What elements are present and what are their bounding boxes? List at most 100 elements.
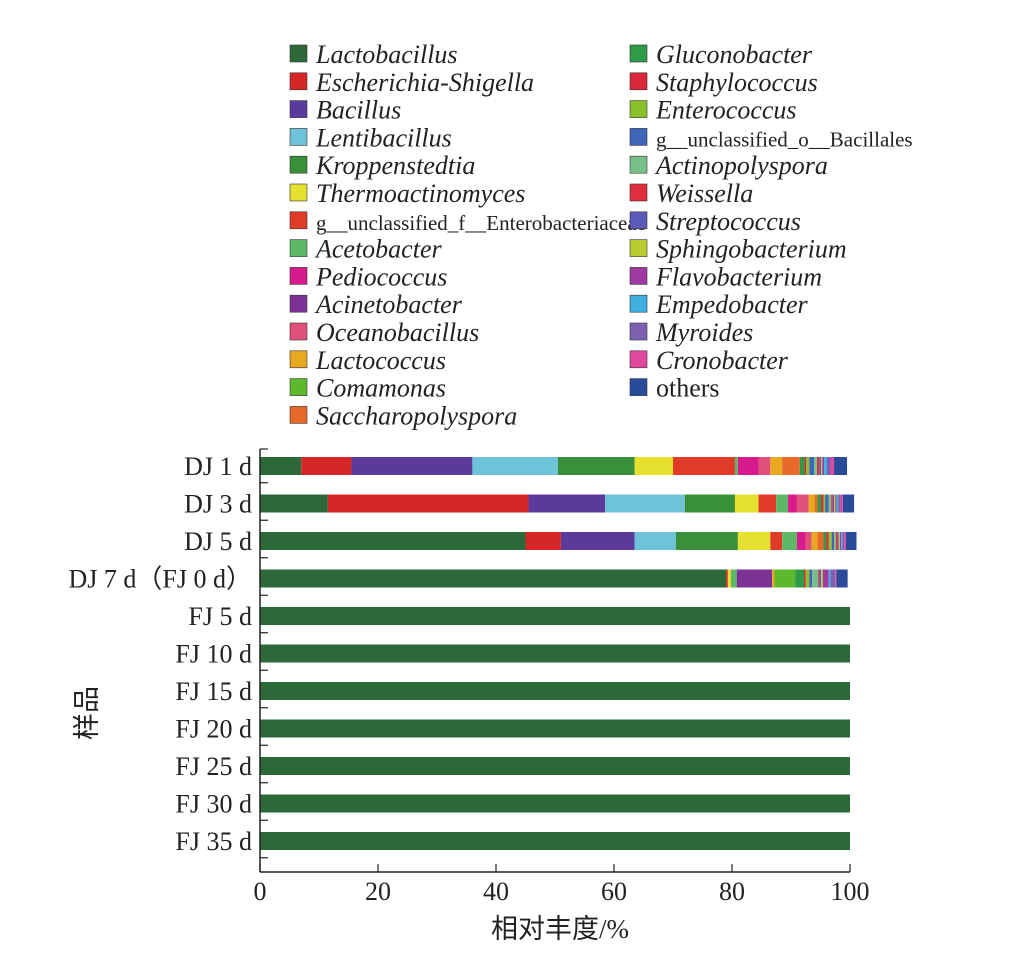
legend-swatch-g-unclassified-f-enterobacteriaceae: [289, 211, 308, 230]
bar-segment-cronobacter-dj-7-d-fj-0-d: [835, 569, 837, 588]
legend-label-oceanobacillus: Oceanobacillus: [316, 318, 479, 347]
bar-segment-acetobacter-dj-3-d: [776, 494, 789, 513]
legend-label-kroppenstedtia: Kroppenstedtia: [315, 151, 475, 180]
category-labels: DJ 1 d DJ 3 d DJ 5 d DJ 7 d（FJ 0 d） FJ 5 d FJ…: [69, 452, 252, 856]
legend-label-lactobacillus: Lactobacillus: [315, 40, 458, 69]
bar-segment-lactobacillus-fj-5-d: [260, 607, 850, 625]
bar-segment-actinopolyspora-dj-3-d: [828, 494, 832, 513]
bar-segment-others-dj-7-d-fj-0-d: [836, 569, 848, 588]
bar-segment-empedobacter-dj-3-d: [836, 494, 839, 513]
bar-segment-acetobacter-dj-5-d: [782, 532, 797, 550]
bar-segment-gluconobacter-dj-7-d-fj-0-d: [795, 569, 804, 588]
category-label-dj-5-d: DJ 5 d: [184, 527, 252, 556]
legend-swatch-g-unclassified-o-bacillales: [629, 128, 648, 146]
bar-segment-pediococcus-dj-5-d: [796, 532, 806, 550]
bar-segment-flavobacterium-dj-1-d: [822, 457, 825, 475]
axes: [259, 448, 851, 873]
bar-segment-lactobacillus-dj-7-d-fj-0-d: [260, 569, 727, 588]
legend-swatch-acinetobacter: [289, 294, 308, 313]
bar-segment-lactobacillus-fj-15-d: [260, 682, 850, 700]
bar-segment-pediococcus-dj-1-d: [737, 457, 759, 475]
bar-segment-staphylococcus-dj-1-d: [804, 457, 807, 475]
bar-segment-lactococcus-dj-7-d-fj-0-d: [772, 569, 775, 588]
bar-segment-acetobacter-dj-7-d-fj-0-d: [730, 569, 737, 588]
bar-segment-gluconobacter-dj-5-d: [823, 532, 827, 550]
bar-segment-enterococcus-dj-5-d: [828, 532, 832, 550]
bar-segment-empedobacter-dj-1-d: [824, 457, 827, 475]
legend-label-lactococcus: Lactococcus: [315, 346, 446, 375]
legend-swatch-kroppenstedtia: [289, 155, 308, 174]
legend-swatch-lactococcus: [289, 350, 308, 369]
legend-swatch-sphingobacterium: [629, 239, 648, 257]
legend-swatch-cronobacter: [629, 350, 648, 369]
bar-segment-escherichia-shigella-dj-5-d: [525, 532, 561, 550]
bar-segment-myroides-dj-5-d: [842, 532, 845, 550]
bar-segment-lactobacillus-dj-3-d: [260, 494, 328, 513]
bar-segment-empedobacter-dj-5-d: [841, 532, 843, 550]
legend-label-bacillus: Bacillus: [316, 96, 401, 125]
bar-segment-lactococcus-dj-5-d: [811, 532, 818, 550]
category-label-fj-35-d: FJ 35 d: [175, 827, 252, 856]
legend-swatch-weissella: [629, 183, 648, 202]
legend-label-thermoactinomyces: Thermoactinomyces: [316, 179, 525, 208]
bar-segment-flavobacterium-dj-5-d: [839, 532, 842, 550]
legend-swatch-escherichia-shigella: [289, 72, 308, 91]
bar-segment-g-unclassified-o-bacillales-dj-5-d: [831, 532, 835, 550]
x-tick-labels: 0 20 40 60 80 100: [254, 877, 870, 906]
legend-label-enterococcus: Enterococcus: [655, 96, 797, 125]
x-tick-label-20: 20: [365, 877, 391, 906]
bar-segment-g-unclassified-o-bacillales-dj-7-d-fj-0-d: [809, 569, 813, 588]
bar-segment-streptococcus-dj-3-d: [832, 494, 835, 513]
bar-segment-staphylococcus-dj-5-d: [826, 532, 829, 550]
legend-label-others: others: [656, 374, 720, 403]
category-label-fj-20-d: FJ 20 d: [175, 715, 252, 744]
bar-segment-actinopolyspora-dj-7-d-fj-0-d: [812, 569, 819, 588]
legend-label-weissella: Weissella: [656, 179, 753, 208]
legend-swatch-streptococcus: [629, 211, 648, 230]
bar-segment-kroppenstedtia-dj-3-d: [684, 494, 735, 513]
legend-swatch-gluconobacter: [629, 44, 648, 63]
bar-segment-lactococcus-dj-3-d: [808, 494, 815, 513]
bar-segment-gluconobacter-dj-3-d: [817, 494, 822, 513]
bar-segment-enterococcus-dj-3-d: [823, 494, 826, 513]
legend-label-acetobacter: Acetobacter: [314, 235, 442, 264]
category-label-dj-3-d: DJ 3 d: [184, 490, 252, 519]
legend-label-lentibacillus: Lentibacillus: [315, 123, 452, 152]
bar-segment-streptococcus-dj-5-d: [837, 532, 839, 550]
legend-label-acinetobacter: Acinetobacter: [314, 290, 463, 319]
x-tick-label-60: 60: [601, 877, 627, 906]
bar-segment-bacillus-dj-5-d: [560, 532, 635, 550]
bar-segment-thermoactinomyces-dj-7-d-fj-0-d: [727, 569, 731, 588]
legend-label-empedobacter: Empedobacter: [655, 290, 809, 319]
bar-segment-weissella-dj-7-d-fj-0-d: [818, 569, 820, 588]
legend-label-pediococcus: Pediococcus: [315, 262, 447, 291]
bar-segment-others-dj-1-d: [834, 457, 848, 475]
bar-segment-lentibacillus-dj-3-d: [605, 494, 685, 513]
bar-segment-saccharopolyspora-dj-5-d: [817, 532, 824, 550]
bar-segment-g-unclassified-f-enterobacteriaceae-dj-5-d: [770, 532, 783, 550]
bar-segment-acetobacter-dj-1-d: [734, 457, 738, 475]
legend-label-saccharopolyspora: Saccharopolyspora: [316, 401, 517, 430]
bar-segment-thermoactinomyces-dj-5-d: [737, 532, 771, 550]
bar-segment-g-unclassified-o-bacillales-dj-1-d: [809, 457, 815, 475]
legend-swatch-comamonas: [289, 378, 308, 396]
bar-segment-oceanobacillus-dj-1-d: [758, 457, 771, 475]
bar-segment-enterococcus-dj-7-d-fj-0-d: [805, 569, 810, 588]
legend-swatch-staphylococcus: [629, 72, 648, 91]
bar-segment-sphingobacterium-dj-5-d: [838, 532, 840, 550]
bars: [260, 457, 857, 850]
bar-segment-enterococcus-dj-1-d: [806, 457, 810, 475]
legend-swatch-lentibacillus: [289, 128, 308, 146]
x-tick-label-0: 0: [254, 877, 267, 906]
bar-segment-myroides-dj-3-d: [838, 494, 841, 513]
bar-segment-cronobacter-dj-3-d: [840, 494, 843, 513]
bar-segment-cronobacter-dj-1-d: [830, 457, 835, 475]
bar-segment-g-unclassified-f-enterobacteriaceae-dj-3-d: [758, 494, 777, 513]
bar-segment-lentibacillus-dj-1-d: [472, 457, 558, 475]
bar-segment-lentibacillus-dj-5-d: [634, 532, 676, 550]
bar-segment-acinetobacter-dj-7-d-fj-0-d: [736, 569, 773, 588]
legend-label-staphylococcus: Staphylococcus: [656, 68, 818, 97]
bar-segment-escherichia-shigella-dj-7-d-fj-0-d: [726, 569, 728, 588]
legend-label-g-unclassified-f-enterobacteriaceae: g__unclassified_f__Enterobacteriaceae: [316, 211, 646, 235]
